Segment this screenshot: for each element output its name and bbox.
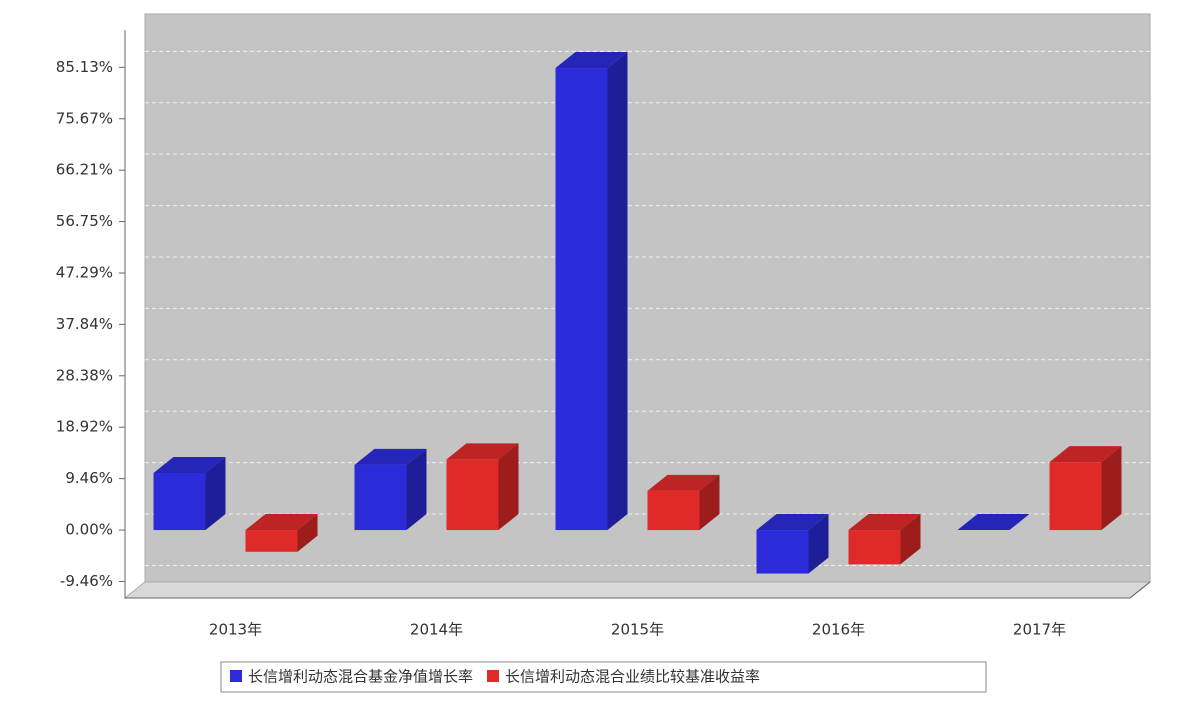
bar-front (849, 530, 901, 564)
chart: -9.46% 0.00% 9.46% 18.92% 28.38% 37.84% 47.29%… (0, 0, 1181, 698)
y-tick-label: 37.84% (56, 315, 113, 333)
bar-front (1050, 462, 1102, 530)
bar (757, 514, 829, 573)
bar (355, 449, 427, 530)
legend-label: 长信增利动态混合业绩比较基准收益率 (505, 668, 760, 686)
bar (154, 457, 226, 530)
bar-front (246, 530, 298, 552)
legend-label: 长信增利动态混合基金净值增长率 (248, 668, 473, 686)
bar-front (757, 530, 809, 573)
legend-swatch (487, 670, 499, 682)
y-tick-label: 9.46% (65, 469, 113, 487)
x-tick-label: 2017年 (1013, 621, 1066, 639)
bar-side (608, 52, 628, 530)
y-tick-label: 75.67% (56, 109, 113, 127)
y-tick-label: 47.29% (56, 264, 113, 282)
bar (849, 514, 921, 564)
x-tick-label: 2013年 (209, 621, 262, 639)
y-tick-label: 28.38% (56, 366, 113, 384)
floor (125, 582, 1150, 598)
bar (447, 443, 519, 530)
legend-swatch (230, 670, 242, 682)
bar-front (648, 491, 700, 530)
x-tick-label: 2016年 (812, 621, 865, 639)
x-tick-label: 2015年 (611, 621, 664, 639)
bar-front (556, 68, 608, 530)
y-tick-label: -9.46% (60, 572, 113, 590)
x-tick-label: 2014年 (410, 621, 463, 639)
y-tick-label: 0.00% (65, 521, 113, 539)
bar (648, 475, 720, 530)
bar (556, 52, 628, 530)
y-tick-label: 85.13% (56, 58, 113, 76)
bar (1050, 446, 1122, 530)
y-tick-label: 66.21% (56, 161, 113, 179)
y-tick-label: 56.75% (56, 212, 113, 230)
y-tick-label: 18.92% (56, 418, 113, 436)
bar-front (154, 473, 206, 530)
bar-front (447, 459, 499, 530)
bar-front (355, 465, 407, 530)
